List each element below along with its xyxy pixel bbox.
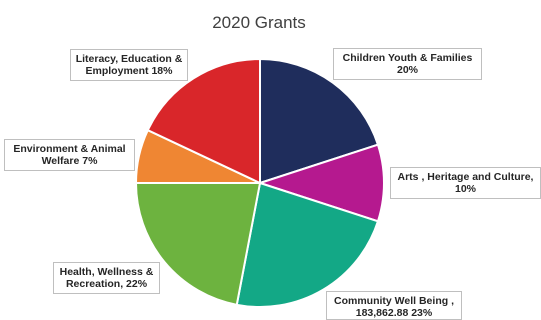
slice-label-line: Recreation, 22%	[65, 278, 148, 290]
slice-arts-heritage-culture	[256, 143, 385, 223]
slice-community-well-being	[235, 181, 380, 308]
slice-label-line: Environment & Animal	[13, 143, 126, 155]
slice-health-wellness-recreation	[134, 182, 262, 306]
slice-label-line: Arts , Heritage and Culture,	[397, 171, 534, 183]
slice-label-community-well-being: Community Well Being , 183,862.88 23%	[326, 291, 462, 320]
slice-label-line: Welfare 7%	[41, 155, 98, 167]
slice-label-line: Health, Wellness &	[59, 266, 154, 278]
slice-label-line: 10%	[454, 183, 476, 195]
slice-label-line: 20%	[396, 64, 418, 76]
slice-label-environment-animal-welfare: Environment & Animal Welfare 7%	[4, 139, 135, 171]
slice-label-arts-heritage-culture: Arts , Heritage and Culture, 10%	[390, 167, 541, 199]
slice-label-health-wellness-recreation: Health, Wellness & Recreation, 22%	[53, 262, 160, 294]
slice-children-youth-families	[259, 57, 380, 185]
slice-label-children-youth-families: Children Youth & Families 20%	[333, 48, 482, 80]
slice-label-line: Community Well Being ,	[334, 295, 454, 307]
slice-label-line: Literacy, Education &	[75, 53, 183, 65]
slice-label-line: 183,862.88 23%	[355, 307, 433, 319]
slice-label-literacy-education-employment: Literacy, Education & Employment 18%	[70, 49, 188, 81]
pie-slices	[134, 57, 385, 308]
chart-title: 2020 Grants	[212, 13, 306, 32]
slice-label-line: Employment 18%	[85, 65, 173, 77]
slice-label-line: Children Youth & Families	[342, 52, 473, 64]
slice-literacy-education-employment	[146, 57, 261, 185]
